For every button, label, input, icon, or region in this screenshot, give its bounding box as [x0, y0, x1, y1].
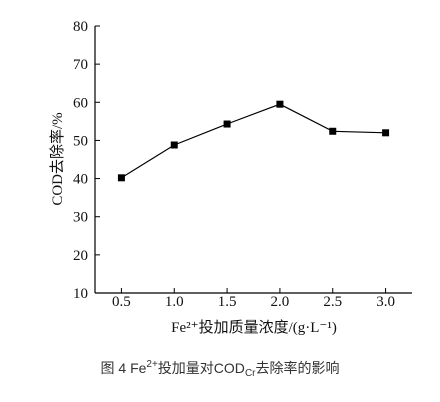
y-tick-label-2: 20: [73, 248, 88, 264]
y-tick-label-5: 50: [73, 133, 88, 149]
y-tick-label-6: 60: [73, 95, 88, 111]
x-tick-label-6: 3.0: [376, 294, 395, 310]
x-tick-label-1: 0.5: [112, 294, 131, 310]
y-tick-label-1: 10: [73, 286, 88, 302]
series-1: [117, 100, 390, 182]
caption-middle: 投加量对COD: [157, 360, 245, 376]
x-tick-label-5: 2.5: [323, 294, 342, 310]
data-point-5: [329, 127, 337, 135]
y-tick-label-4: 40: [73, 172, 88, 188]
axes: 10 20 30 40 50 60 70 80 0.5 1.0 1.5 2.0 2.5 3.0: [73, 19, 412, 310]
caption-superscript: 2+: [146, 359, 158, 370]
figure-caption: 图 4 Fe2+投加量对CODCr去除率的影响: [0, 358, 440, 379]
data-point-4: [276, 100, 284, 108]
x-tick-label-3: 1.5: [218, 294, 237, 310]
data-point-2: [170, 141, 178, 149]
y-tick-label-8: 80: [73, 19, 88, 35]
x-tick-label-4: 2.0: [271, 294, 290, 310]
y-tick-label-7: 70: [73, 57, 88, 73]
data-point-3: [223, 120, 231, 128]
data-point-1: [117, 174, 125, 182]
caption-suffix: 去除率的影响: [255, 360, 340, 376]
series-line: [121, 103, 386, 179]
y-tick-label-3: 30: [73, 210, 88, 226]
caption-prefix: 图 4 Fe: [100, 360, 147, 376]
x-axis-title: Fe²⁺投加质量浓度/(g·L⁻¹): [171, 319, 337, 336]
x-tick-label-2: 1.0: [165, 294, 184, 310]
caption-subscript: Cr: [244, 368, 256, 379]
data-point-6: [382, 129, 390, 137]
y-axis-title: COD去除率/%: [49, 112, 66, 205]
line-chart: COD去除率/% Fe²⁺投加质量浓度/(g·L⁻¹) 10 20 30 40 50 60…: [49, 19, 412, 336]
